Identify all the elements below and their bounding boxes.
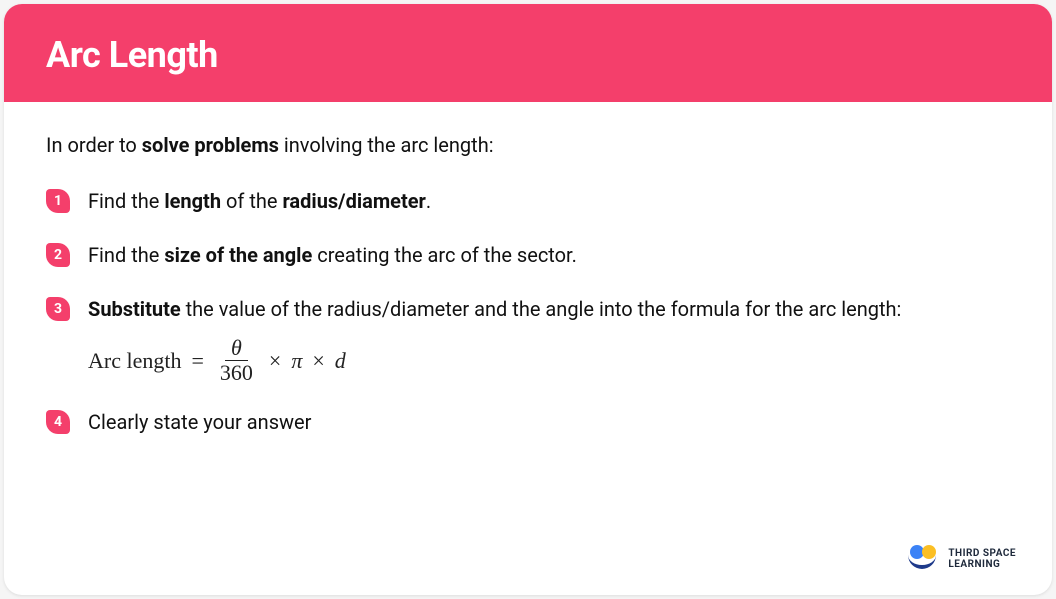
t: creating the arc of the sector. [312,243,577,267]
t: Find the [88,243,164,267]
intro-prefix: In order to [46,133,142,157]
arc-length-formula: Arc length = θ 360 × π × d [88,336,1010,385]
t: Clearly state your answer [88,410,311,434]
times-sign-1: × [269,348,281,374]
step-badge-3: 3 [46,297,70,321]
intro-bold: solve problems [142,133,279,157]
brand-logo: THIRD SPACE LEARNING [904,545,1016,573]
pi-symbol: π [291,348,302,374]
step-2-text: Find the size of the angle creating the … [88,240,1010,270]
equals-sign: = [191,348,203,374]
intro-suffix: involving the arc length: [279,133,494,157]
step-3-text: Substitute the value of the radius/diame… [88,294,1010,324]
step-3: 3 Substitute the value of the radius/dia… [46,294,1010,324]
t: the value of the radius/diameter and the… [181,297,902,321]
t: size of the angle [164,243,312,267]
t: Find the [88,189,164,213]
step-4: 4 Clearly state your answer [46,407,1010,437]
step-badge-4: 4 [46,410,70,434]
fraction-numerator: θ [225,336,248,361]
page-title: Arc Length [46,34,1010,76]
t: length [164,189,221,213]
step-badge-1: 1 [46,189,70,213]
t: of the [221,189,282,213]
step-2: 2 Find the size of the angle creating th… [46,240,1010,270]
t: . [426,189,431,213]
formula-label: Arc length [88,348,181,374]
variable-d: d [335,348,346,374]
intro-text: In order to solve problems involving the… [46,130,1010,160]
logo-line1: THIRD SPACE [948,548,1016,559]
card-header: Arc Length [4,4,1052,102]
fraction-denominator: 360 [214,361,259,385]
logo-line2: LEARNING [948,559,1016,570]
logo-icon [904,545,940,573]
fraction: θ 360 [214,336,259,385]
logo-text: THIRD SPACE LEARNING [948,548,1016,570]
step-4-text: Clearly state your answer [88,407,1010,437]
step-1: 1 Find the length of the radius/diameter… [46,186,1010,216]
t: radius/diameter [282,189,425,213]
t: Substitute [88,297,181,321]
info-card: Arc Length In order to solve problems in… [4,4,1052,595]
step-1-text: Find the length of the radius/diameter. [88,186,1010,216]
times-sign-2: × [312,348,324,374]
step-badge-2: 2 [46,243,70,267]
card-body: In order to solve problems involving the… [4,102,1052,457]
